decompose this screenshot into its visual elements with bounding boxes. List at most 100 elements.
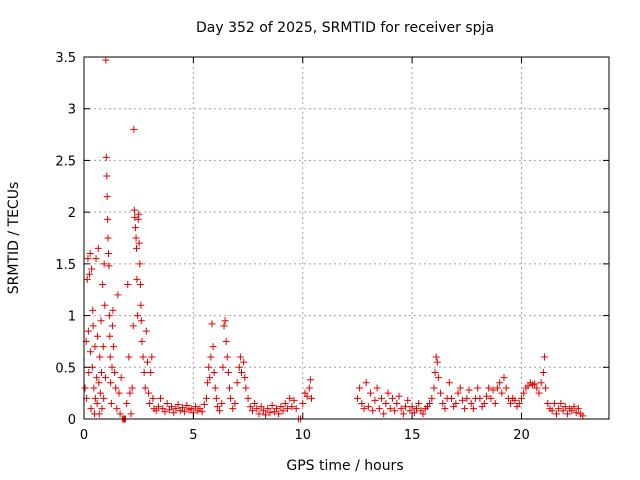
data-point	[415, 399, 423, 407]
data-point	[114, 291, 122, 299]
data-point	[168, 403, 175, 411]
data-point	[511, 396, 519, 404]
data-point	[129, 322, 137, 330]
data-point	[266, 409, 274, 417]
data-point	[476, 394, 484, 402]
data-point	[253, 405, 261, 413]
data-point	[97, 317, 105, 325]
data-point	[89, 322, 97, 330]
data-point	[203, 394, 210, 402]
data-point	[108, 363, 116, 371]
data-point	[147, 368, 155, 376]
chart-title: Day 352 of 2025, SRMTID for receiver spj…	[196, 20, 494, 36]
data-point	[305, 384, 313, 392]
data-point	[154, 403, 162, 411]
data-point	[299, 399, 307, 407]
data-point	[181, 408, 189, 416]
data-point	[544, 399, 552, 407]
data-point	[135, 210, 143, 218]
data-point	[353, 394, 361, 402]
data-point	[104, 215, 112, 223]
data-point	[85, 368, 93, 376]
data-point	[382, 399, 390, 407]
data-point	[426, 399, 434, 407]
data-point	[542, 384, 550, 392]
data-point	[356, 384, 364, 392]
data-point	[219, 363, 227, 371]
data-point	[515, 399, 523, 407]
data-point	[105, 262, 113, 270]
data-point	[87, 348, 95, 356]
x-tick-label: 0	[80, 428, 88, 443]
data-point	[133, 244, 140, 252]
data-point	[98, 368, 105, 376]
y-tick-label: 1.5	[55, 258, 76, 273]
data-point	[498, 389, 506, 397]
data-point	[117, 374, 125, 382]
data-point	[135, 239, 143, 247]
data-point	[402, 403, 410, 411]
data-point	[218, 399, 226, 407]
data-point	[104, 234, 112, 242]
data-point	[187, 405, 195, 413]
x-tick-label: 5	[189, 428, 197, 443]
data-point	[570, 403, 578, 411]
plot-frame	[83, 56, 610, 420]
data-point	[172, 405, 180, 413]
data-point	[113, 405, 121, 413]
data-point	[109, 306, 117, 314]
data-point	[92, 255, 100, 263]
data-point	[102, 56, 110, 64]
data-point	[209, 343, 217, 351]
data-point	[533, 384, 541, 392]
data-point	[241, 374, 249, 382]
data-point	[170, 409, 178, 417]
data-point	[520, 389, 528, 397]
data-point	[216, 407, 224, 415]
data-point	[262, 411, 270, 419]
data-point	[99, 281, 107, 289]
y-tick-label: 3.5	[55, 51, 76, 66]
data-point	[559, 407, 567, 415]
data-point	[106, 353, 114, 361]
data-point	[248, 407, 256, 415]
data-point	[137, 317, 145, 325]
data-point	[124, 281, 132, 289]
data-point	[454, 389, 462, 397]
x-tick-label: 20	[513, 428, 530, 443]
data-point	[101, 374, 109, 382]
data-point	[222, 337, 230, 345]
data-point	[145, 389, 153, 397]
data-point	[136, 260, 144, 268]
data-point	[288, 403, 296, 411]
data-point	[137, 301, 145, 309]
y-tick-label: 0.5	[55, 361, 76, 376]
data-point	[143, 358, 151, 366]
data-point	[537, 379, 545, 387]
data-point	[139, 353, 147, 361]
data-point	[358, 399, 366, 407]
data-point	[406, 407, 414, 415]
data-point	[149, 394, 157, 402]
data-point	[91, 394, 99, 402]
data-point	[235, 363, 243, 371]
data-point	[134, 312, 142, 320]
data-point	[493, 384, 501, 392]
data-point	[148, 353, 156, 361]
data-point	[448, 394, 455, 402]
data-point	[141, 384, 149, 392]
data-point	[93, 374, 101, 382]
data-point	[273, 405, 280, 413]
data-point	[461, 405, 469, 413]
data-point	[130, 125, 138, 133]
data-point	[140, 368, 148, 376]
data-point	[456, 384, 464, 392]
data-point	[84, 327, 92, 335]
data-point	[360, 405, 368, 413]
data-point	[281, 399, 289, 407]
data-point	[206, 374, 214, 382]
data-point	[463, 394, 471, 402]
data-point	[430, 384, 438, 392]
data-point	[535, 389, 543, 397]
